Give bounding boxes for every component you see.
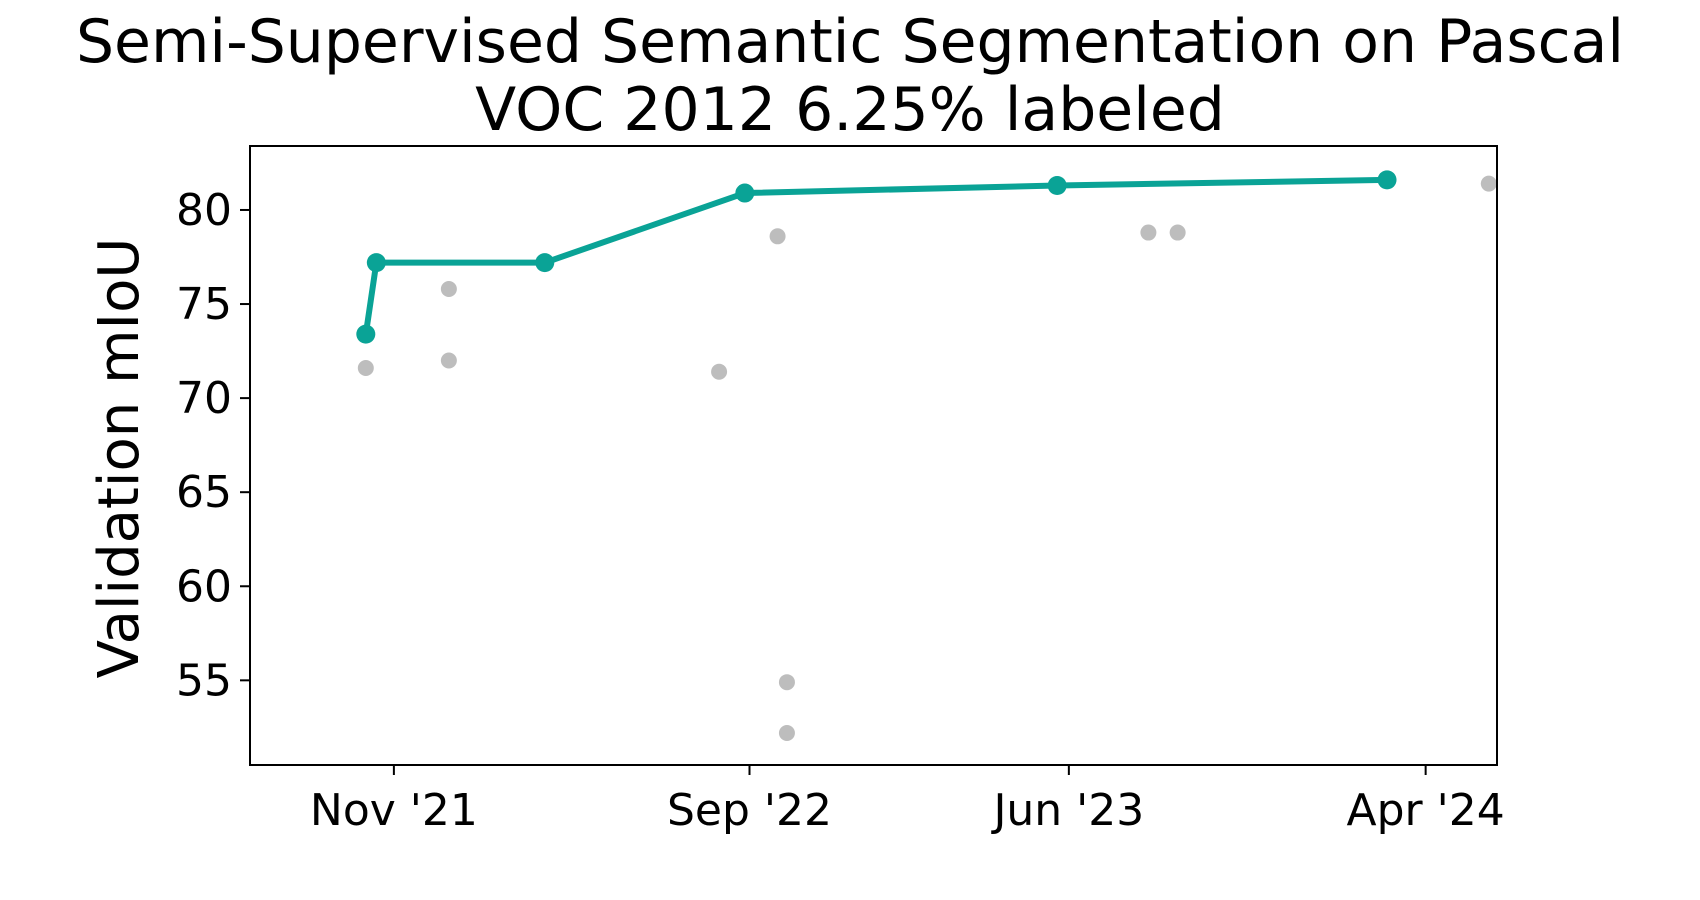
sota-point <box>1047 176 1067 196</box>
y-tick-label: 75 <box>176 279 232 330</box>
other-method-point <box>1140 224 1157 241</box>
other-method-point <box>1169 224 1186 241</box>
chart-title-line-1: Semi-Supervised Semantic Segmentation on… <box>76 7 1624 77</box>
y-axis-label: Validation mIoU <box>87 238 152 679</box>
axis-ticks: 55 60 65 70 75 80 Nov '21 Sep '22 Jun '23 Apr '24 <box>176 185 1505 836</box>
sota-frontier-line <box>362 176 1391 338</box>
sota-point <box>356 324 376 344</box>
y-tick-label: 60 <box>176 561 232 612</box>
other-method-point <box>778 674 795 691</box>
sota-point <box>735 183 755 203</box>
other-method-point <box>357 360 374 377</box>
other-method-point <box>440 352 457 369</box>
y-tick-label: 55 <box>176 655 232 706</box>
sota-point <box>366 253 386 273</box>
chart-title-line-2: VOC 2012 6.25% labeled <box>475 75 1225 145</box>
x-tick-label: Sep '22 <box>667 785 832 836</box>
other-method-point <box>778 725 795 742</box>
other-method-point <box>1480 175 1497 192</box>
other-method-point <box>769 228 786 245</box>
plot-marks <box>356 170 1497 742</box>
sota-point <box>535 253 555 273</box>
sota-point <box>1377 170 1397 190</box>
x-tick-label: Apr '24 <box>1347 785 1505 836</box>
plot-frame <box>249 145 1498 766</box>
x-tick-label: Nov '21 <box>310 785 478 836</box>
other-method-point <box>711 363 728 380</box>
other-method-point <box>440 280 457 297</box>
y-tick-label: 65 <box>176 467 232 518</box>
y-tick-label: 80 <box>176 185 232 236</box>
x-tick-label: Jun '23 <box>990 785 1144 836</box>
y-tick-label: 70 <box>176 373 232 424</box>
